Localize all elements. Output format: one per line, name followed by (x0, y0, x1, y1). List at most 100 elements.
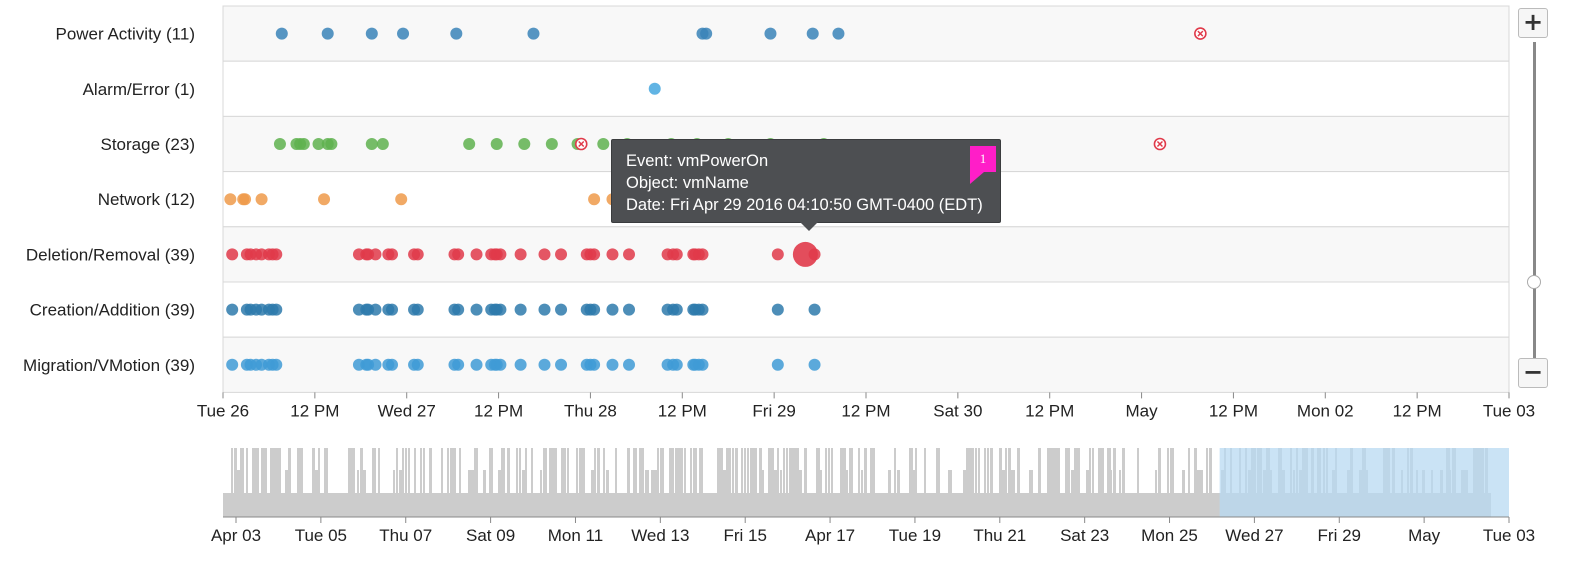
event-dot[interactable] (670, 248, 683, 261)
event-dot[interactable] (470, 303, 483, 316)
event-dot[interactable] (806, 27, 819, 40)
event-dot[interactable] (411, 358, 424, 371)
event-dot[interactable] (764, 27, 777, 40)
event-dot[interactable] (411, 303, 424, 316)
event-dot[interactable] (555, 248, 568, 261)
event-dot[interactable] (463, 138, 476, 150)
event-dot[interactable] (494, 248, 507, 261)
zoom-in-button[interactable]: + (1518, 8, 1548, 38)
event-dot[interactable] (273, 138, 286, 150)
event-dot[interactable] (365, 27, 378, 40)
event-dot[interactable] (386, 248, 399, 261)
event-dot[interactable] (527, 27, 540, 40)
event-dot[interactable] (606, 303, 619, 316)
event-dot[interactable] (226, 358, 239, 371)
event-dot[interactable] (771, 248, 784, 261)
tooltip-badge: 1 (970, 146, 996, 184)
overview-brush[interactable] (223, 448, 1509, 518)
event-dot[interactable] (224, 193, 237, 206)
tooltip-arrow (800, 222, 818, 231)
error-event-marker[interactable] (1194, 27, 1207, 40)
event-dot[interactable] (696, 358, 709, 371)
event-dot[interactable] (588, 193, 601, 206)
event-dot[interactable] (395, 193, 408, 206)
event-dot[interactable] (832, 27, 845, 40)
event-dot[interactable] (514, 303, 527, 316)
event-dot[interactable] (450, 27, 463, 40)
event-dot[interactable] (411, 248, 424, 261)
event-dot[interactable] (376, 138, 389, 150)
event-dot[interactable] (808, 358, 821, 371)
event-dot[interactable] (555, 303, 568, 316)
event-dot[interactable] (270, 358, 283, 371)
event-dot[interactable] (452, 248, 465, 261)
event-dots[interactable] (224, 27, 1207, 371)
event-dot[interactable] (606, 358, 619, 371)
event-dot[interactable] (386, 358, 399, 371)
event-dot[interactable] (588, 303, 601, 316)
event-dot[interactable] (771, 303, 784, 316)
event-dot[interactable] (255, 193, 268, 206)
axis-tick-label: Tue 03 (1483, 401, 1535, 420)
overview-tick-label: Mon 11 (548, 526, 603, 545)
event-dot[interactable] (696, 248, 709, 261)
row-band (222, 5, 1510, 62)
event-dot[interactable] (490, 138, 503, 150)
event-dot[interactable] (597, 138, 610, 150)
event-dot[interactable] (470, 248, 483, 261)
event-dot[interactable] (538, 303, 551, 316)
event-dot[interactable] (808, 303, 821, 316)
event-dot[interactable] (397, 27, 410, 40)
overview-selection-window[interactable] (1219, 448, 1509, 517)
event-dot[interactable] (226, 303, 239, 316)
zoom-slider-handle[interactable] (1527, 275, 1541, 289)
error-event-marker[interactable] (1153, 137, 1167, 151)
event-dot[interactable] (771, 358, 784, 371)
axis-tick-label: 12 PM (474, 401, 523, 420)
event-dot[interactable] (452, 358, 465, 371)
event-dot[interactable] (494, 303, 507, 316)
event-dot[interactable] (696, 303, 709, 316)
event-dot[interactable] (369, 248, 382, 261)
event-dot[interactable] (648, 82, 661, 95)
event-dot[interactable] (555, 358, 568, 371)
event-dot[interactable] (538, 358, 551, 371)
event-dot[interactable] (538, 248, 551, 261)
event-dot[interactable] (518, 138, 531, 150)
event-dot[interactable] (297, 138, 310, 150)
row-label: Deletion/Removal (39) (26, 245, 195, 264)
event-dot[interactable] (312, 138, 325, 150)
event-dot[interactable] (321, 27, 334, 40)
event-dot[interactable] (365, 138, 378, 150)
error-event-marker[interactable] (574, 137, 588, 151)
event-dot[interactable] (700, 27, 713, 40)
event-dot[interactable] (452, 303, 465, 316)
event-dot[interactable] (514, 248, 527, 261)
event-dot[interactable] (318, 193, 331, 206)
axis-tick-label: 12 PM (290, 401, 339, 420)
zoom-slider-track[interactable] (1533, 42, 1536, 358)
event-dot[interactable] (670, 358, 683, 371)
event-dot[interactable] (369, 358, 382, 371)
event-dot[interactable] (670, 303, 683, 316)
event-dot[interactable] (623, 303, 636, 316)
event-dot[interactable] (270, 248, 283, 261)
event-dot[interactable] (494, 358, 507, 371)
zoom-out-button[interactable]: − (1518, 358, 1548, 388)
event-dot[interactable] (325, 138, 338, 150)
event-dot[interactable] (470, 358, 483, 371)
event-dot[interactable] (226, 248, 239, 261)
event-dot[interactable] (588, 248, 601, 261)
event-dot[interactable] (239, 193, 252, 206)
event-dot[interactable] (606, 248, 619, 261)
event-dot[interactable] (623, 248, 636, 261)
event-dot[interactable] (270, 303, 283, 316)
event-dot[interactable] (514, 358, 527, 371)
event-dot[interactable] (623, 358, 636, 371)
selected-event-dot[interactable] (792, 241, 818, 267)
event-dot[interactable] (369, 303, 382, 316)
event-dot[interactable] (588, 358, 601, 371)
event-dot[interactable] (545, 138, 558, 150)
event-dot[interactable] (386, 303, 399, 316)
event-dot[interactable] (275, 27, 288, 40)
